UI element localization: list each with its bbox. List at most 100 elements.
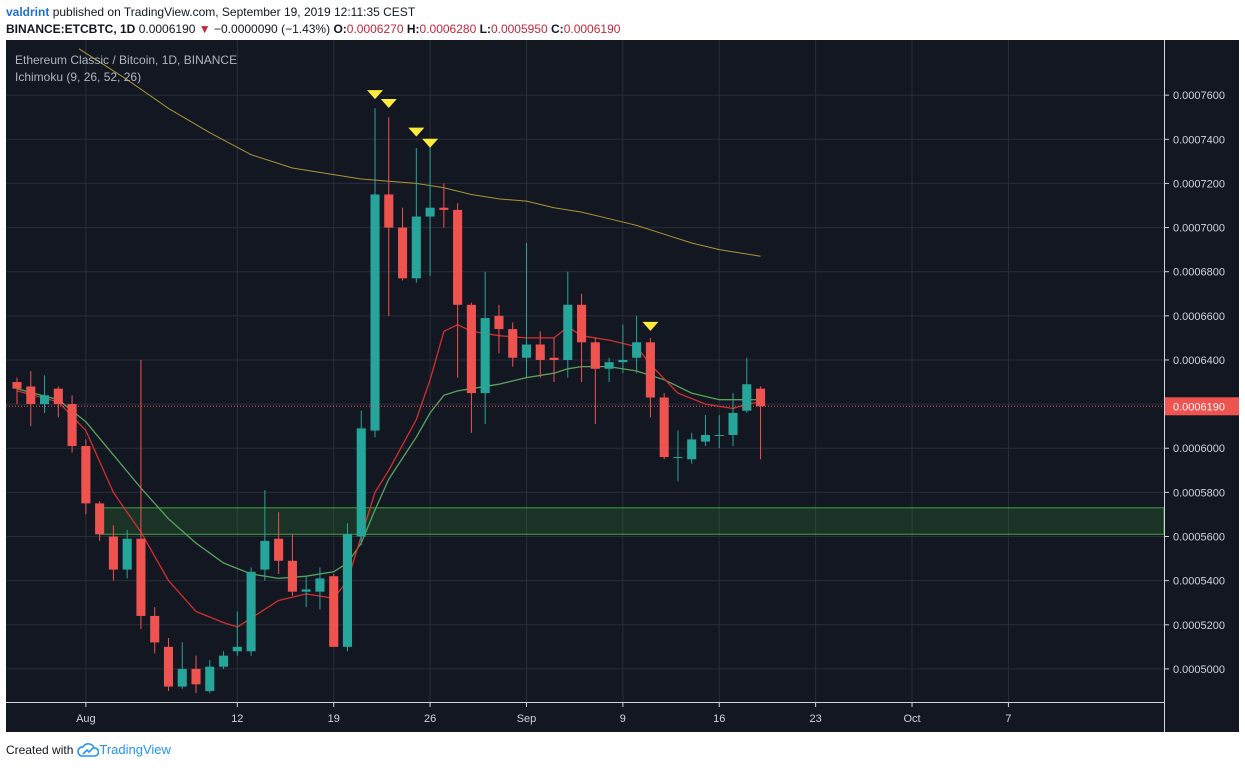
candle-body — [301, 589, 311, 592]
candle-body — [714, 434, 724, 436]
open-label: O: — [333, 22, 347, 36]
price-tick-label: 0.0006400 — [1173, 355, 1225, 367]
price-axis-bg — [1164, 40, 1239, 732]
candle-up — [480, 271, 490, 424]
candle-up — [742, 357, 752, 413]
candle-down — [535, 331, 545, 378]
cloud-logo-icon — [77, 742, 100, 757]
candle-down — [398, 207, 408, 281]
candle-up — [425, 145, 435, 277]
chart-title: Ethereum Classic / Bitcoin, 1D, BINANCE — [15, 53, 238, 67]
time-tick-label: 7 — [1005, 713, 1011, 725]
candle-body — [687, 439, 697, 460]
candle-down — [95, 501, 105, 541]
candle-down — [287, 534, 297, 597]
high-label: H: — [406, 22, 420, 36]
footer: Created with TradingView — [6, 742, 171, 757]
candle-body — [177, 668, 187, 687]
candle-body — [398, 227, 408, 279]
candle-up — [177, 642, 187, 689]
price-chart[interactable]: 0.0005000 0.0005200 0.0005400 0.0005600 0.00… — [6, 40, 1239, 732]
candle-body — [26, 386, 36, 405]
time-tick-label: Sep — [517, 713, 537, 725]
candle-body — [590, 342, 600, 369]
candle-down — [163, 638, 174, 691]
candle-body — [287, 560, 297, 592]
candle-body — [494, 315, 504, 330]
low-label: L: — [479, 22, 491, 36]
candle-body — [411, 216, 421, 279]
candle-up — [40, 375, 50, 413]
candle-body — [329, 576, 339, 647]
symbol-name: BINANCE:ETCBTC, 1D — [6, 22, 136, 36]
span-line-path — [78, 48, 761, 257]
time-tick-label: 26 — [424, 713, 436, 725]
author-name[interactable]: valdrint — [6, 5, 50, 19]
candle-up — [521, 243, 532, 378]
candle-down — [756, 386, 766, 460]
time-tick-label: Aug — [76, 713, 96, 725]
high-value: 0.0006280 — [419, 22, 477, 36]
last-price: 0.0006190 — [138, 22, 196, 36]
candle-down — [549, 337, 559, 383]
candle-body — [81, 446, 91, 504]
candle-body — [521, 344, 532, 358]
candle-up — [632, 315, 642, 374]
time-tick-label: 9 — [620, 713, 626, 725]
candle-down — [150, 607, 160, 654]
publish-info: valdrint published on TradingView.com, S… — [6, 5, 415, 19]
marker-triangle-icon — [367, 90, 384, 100]
candle-down — [191, 655, 201, 694]
candle-body — [136, 538, 146, 616]
price-tick-label: 0.0006000 — [1173, 443, 1225, 455]
candle-down — [108, 525, 118, 581]
ichimoku-tenkan-line — [16, 323, 761, 628]
indicator-legend[interactable]: Ichimoku (9, 26, 52, 26) — [15, 70, 142, 84]
candle-body — [12, 382, 22, 389]
candle-down — [508, 322, 518, 367]
price-tick-label: 0.0005400 — [1173, 576, 1225, 588]
candle-body — [384, 194, 394, 228]
time-axis[interactable]: Aug 12 19 26 Sep 9 16 23 Oct 7 — [6, 702, 1164, 732]
published-text: published on TradingView.com, September … — [52, 5, 416, 19]
support-zone — [99, 507, 1165, 535]
candle-up — [260, 490, 270, 581]
price-tick-label: 0.0006600 — [1173, 311, 1225, 323]
candle-up — [563, 271, 573, 378]
close-value: 0.0006190 — [563, 22, 621, 36]
candle-body — [370, 194, 380, 431]
time-tick-label: 12 — [231, 713, 243, 725]
candle-down — [577, 293, 587, 383]
candle-body — [342, 534, 353, 647]
candle-up — [342, 523, 353, 652]
price-tick-label: 0.0005800 — [1173, 487, 1225, 499]
chart-panel[interactable]: 0.0005000 0.0005200 0.0005400 0.0005600 0.00… — [6, 40, 1239, 732]
tradingview-brand[interactable]: TradingView — [77, 742, 171, 757]
last-price-label: 0.0006190 — [1173, 401, 1225, 413]
candle-body — [645, 342, 655, 398]
candle-up — [604, 357, 614, 383]
candle-up — [370, 108, 380, 438]
candle-body — [205, 666, 215, 691]
candle-body — [232, 646, 242, 652]
created-with-text: Created with — [6, 742, 74, 757]
candle-body — [425, 207, 435, 217]
candle-up — [714, 415, 724, 449]
ichimoku-kijun-line — [16, 365, 761, 580]
price-axis[interactable]: 0.0005000 0.0005200 0.0005400 0.0005600 0.00… — [1164, 40, 1239, 732]
candle-down — [67, 395, 77, 453]
candle-up — [700, 415, 711, 447]
candle-body — [40, 395, 50, 405]
time-tick-label: 16 — [713, 713, 725, 725]
candle-up — [673, 430, 683, 482]
low-value: 0.0005950 — [490, 22, 548, 36]
candle-body — [577, 304, 587, 343]
candle-body — [260, 540, 270, 570]
candle-up — [219, 651, 229, 669]
candle-up — [301, 576, 311, 608]
candle-body — [535, 344, 545, 360]
candle-body — [163, 646, 174, 687]
marker-triangle-icon — [422, 138, 439, 148]
price-tick-label: 0.0007200 — [1173, 178, 1225, 190]
price-change: −0.0000090 (−1.43%) — [214, 22, 331, 36]
